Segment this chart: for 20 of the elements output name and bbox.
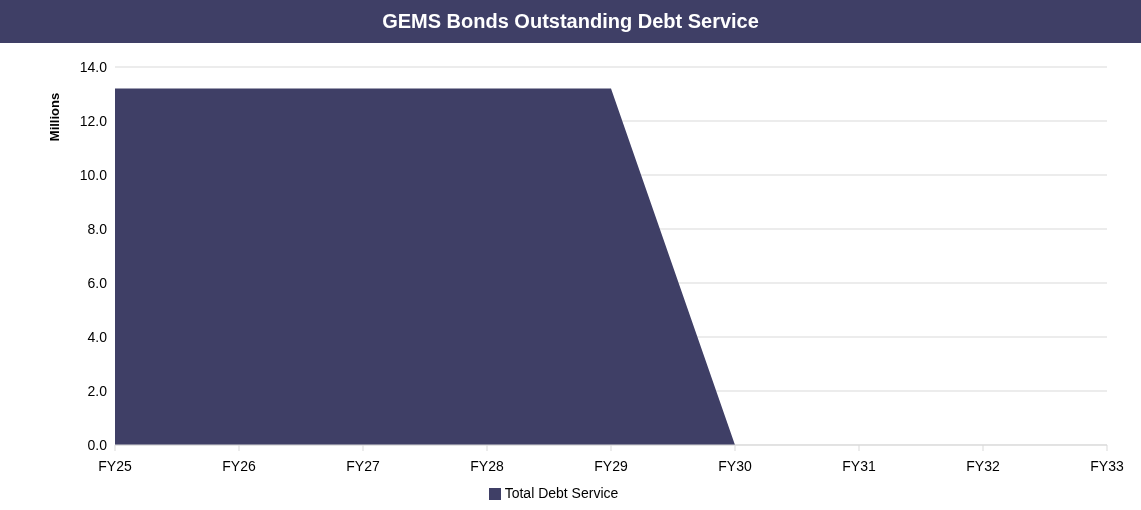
y-tick-label: 2.0: [87, 382, 108, 399]
chart-title: GEMS Bonds Outstanding Debt Service: [0, 0, 1141, 43]
x-tick-label: FY30: [718, 457, 752, 474]
y-tick-label: 8.0: [87, 220, 108, 237]
x-tick-label: FY33: [1090, 457, 1124, 474]
x-tick-label: FY32: [966, 457, 1000, 474]
y-tick-label: 14.0: [79, 58, 108, 75]
x-tick-label: FY31: [842, 457, 876, 474]
y-tick-label: 0.0: [87, 436, 108, 453]
x-tick-label: FY27: [346, 457, 380, 474]
legend-label: Total Debt Service: [504, 485, 619, 501]
y-tick-label: 10.0: [79, 166, 108, 183]
x-tick-label: FY25: [98, 457, 132, 474]
x-tick-label: FY28: [470, 457, 504, 474]
y-tick-label: 4.0: [87, 328, 108, 345]
y-tick-label: 6.0: [87, 274, 108, 291]
x-tick-label: FY29: [594, 457, 628, 474]
x-tick-label: FY26: [222, 457, 256, 474]
y-axis-title: Millions: [47, 92, 63, 142]
y-tick-label: 12.0: [79, 112, 108, 129]
